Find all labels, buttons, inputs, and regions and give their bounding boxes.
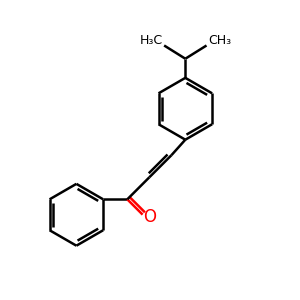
Text: O: O — [143, 208, 157, 226]
Text: CH₃: CH₃ — [208, 34, 231, 47]
Text: H₃C: H₃C — [140, 34, 163, 47]
